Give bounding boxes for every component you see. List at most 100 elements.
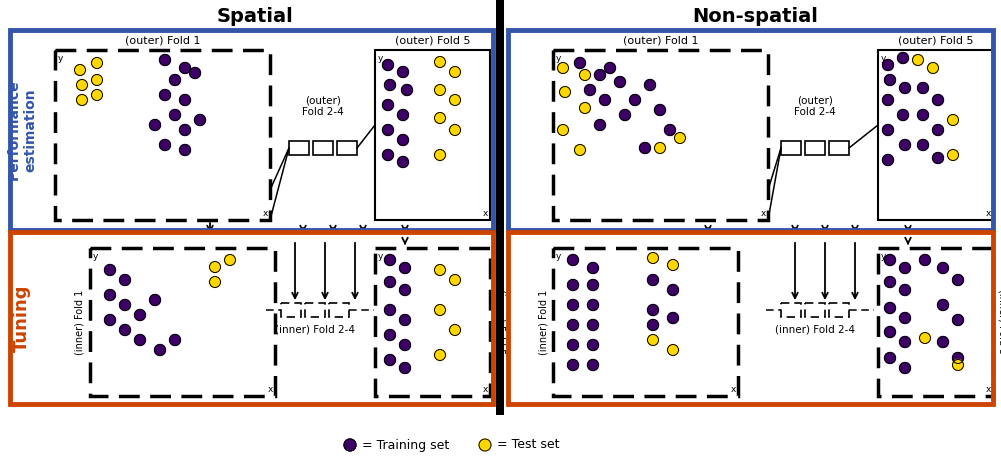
Bar bbox=[553, 50, 768, 220]
Circle shape bbox=[900, 363, 911, 374]
Text: (outer) Fold 5: (outer) Fold 5 bbox=[898, 35, 973, 45]
Circle shape bbox=[159, 90, 170, 100]
Circle shape bbox=[399, 315, 410, 326]
Text: Performance
estimation: Performance estimation bbox=[7, 80, 37, 180]
Circle shape bbox=[384, 329, 395, 340]
Text: (inner) Fold 1: (inner) Fold 1 bbox=[75, 289, 85, 355]
Circle shape bbox=[134, 335, 145, 346]
Bar bbox=[878, 50, 993, 220]
Circle shape bbox=[953, 359, 964, 371]
Circle shape bbox=[401, 84, 412, 95]
Text: (outer) Fold 1: (outer) Fold 1 bbox=[125, 35, 200, 45]
Circle shape bbox=[933, 153, 944, 164]
Circle shape bbox=[883, 125, 894, 136]
Text: x: x bbox=[482, 209, 488, 218]
Circle shape bbox=[933, 94, 944, 106]
Text: (inner) Fold 2-4: (inner) Fold 2-4 bbox=[275, 325, 355, 335]
Circle shape bbox=[399, 284, 410, 295]
Circle shape bbox=[74, 64, 85, 75]
Bar bbox=[508, 232, 993, 404]
Circle shape bbox=[344, 439, 356, 451]
Circle shape bbox=[938, 337, 949, 347]
Text: y: y bbox=[58, 54, 63, 63]
Circle shape bbox=[588, 319, 599, 330]
Circle shape bbox=[668, 259, 679, 271]
Circle shape bbox=[382, 60, 393, 71]
Circle shape bbox=[648, 253, 659, 264]
Bar bbox=[375, 50, 490, 220]
Bar bbox=[805, 303, 825, 317]
Circle shape bbox=[568, 319, 579, 330]
Circle shape bbox=[449, 274, 460, 285]
Circle shape bbox=[665, 125, 676, 136]
Circle shape bbox=[620, 109, 631, 120]
Circle shape bbox=[948, 115, 959, 126]
Circle shape bbox=[397, 156, 408, 167]
Text: y: y bbox=[556, 54, 562, 63]
Circle shape bbox=[434, 304, 445, 316]
Circle shape bbox=[605, 63, 616, 73]
Circle shape bbox=[384, 304, 395, 316]
Circle shape bbox=[933, 125, 944, 136]
Circle shape bbox=[434, 264, 445, 275]
Bar bbox=[10, 232, 493, 404]
Circle shape bbox=[920, 332, 931, 344]
Circle shape bbox=[568, 359, 579, 371]
Circle shape bbox=[648, 319, 659, 330]
Text: (inner) Fold 1: (inner) Fold 1 bbox=[538, 289, 548, 355]
Text: y: y bbox=[378, 252, 383, 261]
Circle shape bbox=[575, 57, 586, 69]
Text: x: x bbox=[267, 385, 273, 394]
Circle shape bbox=[179, 94, 190, 106]
Circle shape bbox=[179, 125, 190, 136]
Circle shape bbox=[568, 280, 579, 291]
Circle shape bbox=[382, 125, 393, 136]
Text: (outer) Fold 1: (outer) Fold 1 bbox=[623, 35, 699, 45]
Circle shape bbox=[885, 276, 896, 288]
Circle shape bbox=[648, 304, 659, 316]
Circle shape bbox=[399, 263, 410, 273]
Circle shape bbox=[169, 109, 180, 120]
Text: (inner) Fold 5: (inner) Fold 5 bbox=[998, 289, 1001, 355]
Circle shape bbox=[449, 325, 460, 336]
Circle shape bbox=[91, 74, 102, 85]
Text: x: x bbox=[262, 209, 268, 218]
Circle shape bbox=[918, 109, 929, 120]
Circle shape bbox=[585, 84, 596, 95]
Circle shape bbox=[898, 109, 909, 120]
Circle shape bbox=[948, 149, 959, 161]
Circle shape bbox=[630, 94, 641, 106]
Circle shape bbox=[900, 139, 911, 151]
Circle shape bbox=[384, 355, 395, 365]
Circle shape bbox=[119, 300, 130, 310]
Circle shape bbox=[209, 276, 220, 288]
Circle shape bbox=[920, 255, 931, 265]
Bar bbox=[805, 141, 825, 155]
Circle shape bbox=[668, 345, 679, 356]
Circle shape bbox=[885, 327, 896, 337]
Bar bbox=[878, 248, 993, 396]
Circle shape bbox=[595, 70, 606, 81]
Text: y: y bbox=[378, 54, 383, 63]
Circle shape bbox=[953, 353, 964, 364]
Circle shape bbox=[382, 149, 393, 161]
Circle shape bbox=[928, 63, 939, 73]
Circle shape bbox=[104, 290, 115, 301]
Circle shape bbox=[640, 143, 651, 154]
Bar bbox=[313, 141, 333, 155]
Circle shape bbox=[76, 94, 87, 106]
Circle shape bbox=[883, 94, 894, 106]
Text: y: y bbox=[881, 252, 886, 261]
Circle shape bbox=[615, 76, 626, 88]
Circle shape bbox=[568, 339, 579, 350]
Circle shape bbox=[588, 300, 599, 310]
Circle shape bbox=[580, 102, 591, 113]
Text: (outer)
Fold 2-4: (outer) Fold 2-4 bbox=[794, 95, 836, 117]
Circle shape bbox=[434, 112, 445, 124]
Circle shape bbox=[588, 339, 599, 350]
Bar bbox=[508, 30, 993, 230]
Text: y: y bbox=[93, 252, 98, 261]
Circle shape bbox=[560, 86, 571, 98]
Circle shape bbox=[384, 276, 395, 288]
Circle shape bbox=[119, 325, 130, 336]
